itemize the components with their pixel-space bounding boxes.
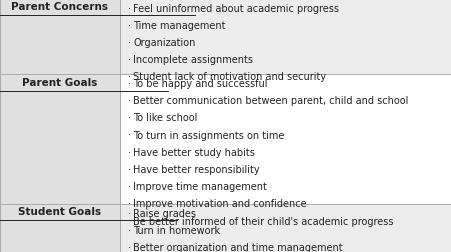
Text: ·: · (128, 96, 131, 106)
Text: ·: · (128, 38, 131, 48)
Text: ·: · (128, 79, 131, 88)
Text: ·: · (128, 72, 131, 82)
Text: Feel uninformed about academic progress: Feel uninformed about academic progress (133, 4, 339, 14)
Text: Improve motivation and confidence: Improve motivation and confidence (133, 199, 306, 208)
Text: Parent Goals: Parent Goals (22, 77, 97, 87)
Text: ·: · (128, 164, 131, 174)
Text: To turn in assignments on time: To turn in assignments on time (133, 130, 284, 140)
Text: To like school: To like school (133, 113, 197, 123)
Bar (0, 204, 120, 252)
Text: Turn in homework: Turn in homework (133, 225, 220, 235)
Bar (120, 0, 451, 75)
Text: To be happy and successful: To be happy and successful (133, 79, 267, 88)
Text: Raise grades: Raise grades (133, 208, 196, 218)
Text: Improve time management: Improve time management (133, 181, 267, 191)
Bar (120, 75, 451, 204)
Text: ·: · (128, 113, 131, 123)
Text: ·: · (128, 181, 131, 191)
Text: Parent Concerns: Parent Concerns (11, 2, 108, 12)
Text: ·: · (128, 21, 131, 31)
Bar (120, 204, 451, 252)
Text: ·: · (128, 147, 131, 157)
Text: Better communication between parent, child and school: Better communication between parent, chi… (133, 96, 408, 106)
Text: Student lack of motivation and security: Student lack of motivation and security (133, 72, 326, 82)
Text: ·: · (128, 199, 131, 208)
Text: Have better responsibility: Have better responsibility (133, 164, 259, 174)
Text: Have better study habits: Have better study habits (133, 147, 255, 157)
Text: ·: · (128, 242, 131, 252)
Bar (0, 0, 120, 75)
Text: Organization: Organization (133, 38, 195, 48)
Text: ·: · (128, 225, 131, 235)
Text: ·: · (128, 130, 131, 140)
Bar (0, 75, 120, 204)
Text: Be better informed of their child's academic progress: Be better informed of their child's acad… (133, 216, 393, 226)
Text: ·: · (128, 4, 131, 14)
Text: ·: · (128, 208, 131, 218)
Text: Time management: Time management (133, 21, 226, 31)
Text: Better organization and time management: Better organization and time management (133, 242, 342, 252)
Text: Student Goals: Student Goals (18, 206, 101, 216)
Text: ·: · (128, 216, 131, 226)
Text: ·: · (128, 55, 131, 65)
Text: Incomplete assignments: Incomplete assignments (133, 55, 253, 65)
